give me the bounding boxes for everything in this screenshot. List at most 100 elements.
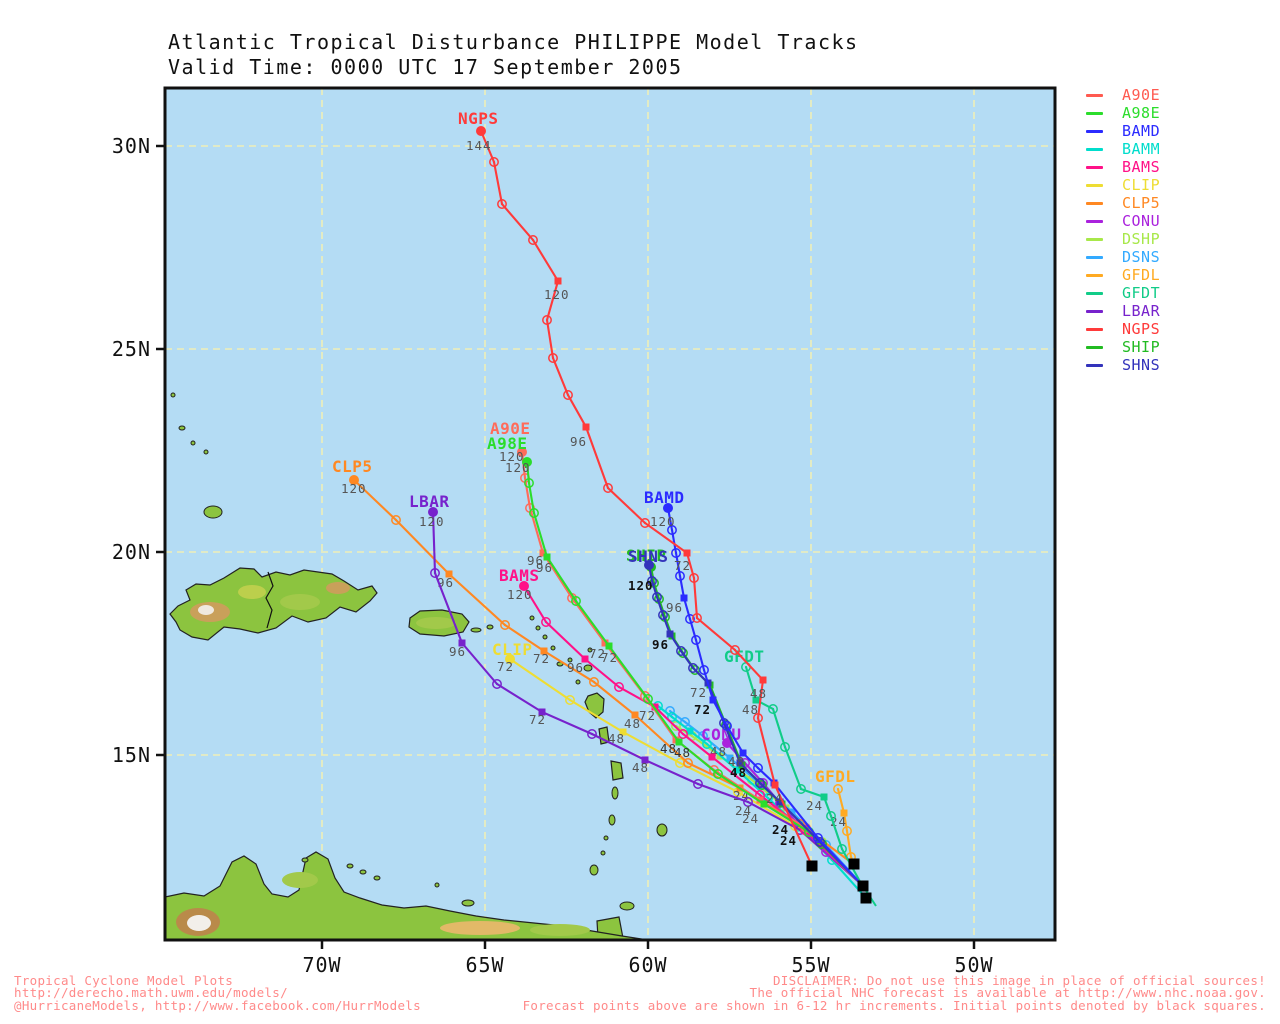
legend-item-a98e: A98E bbox=[1086, 104, 1276, 122]
small-island bbox=[542, 634, 548, 640]
legend-item-clp5: CLP5 bbox=[1086, 194, 1276, 212]
track-line bbox=[525, 461, 862, 885]
small-island bbox=[600, 850, 606, 856]
forecast-point-center bbox=[679, 649, 683, 653]
forecast-point-square bbox=[666, 630, 674, 638]
forecast-point-circle bbox=[676, 646, 686, 656]
forecast-point-circle bbox=[430, 568, 440, 578]
small-island bbox=[589, 864, 599, 876]
forecast-point-square bbox=[683, 549, 691, 557]
legend-dash-icon bbox=[1086, 327, 1103, 331]
initial-point-square bbox=[857, 880, 869, 892]
legend-label: SHNS bbox=[1122, 356, 1161, 374]
forecast-point-square bbox=[543, 553, 551, 561]
forecast-point-center bbox=[670, 715, 674, 719]
hour-label: 72 bbox=[529, 712, 546, 727]
small-island bbox=[608, 814, 616, 826]
forecast-point-center bbox=[678, 574, 682, 578]
forecast-point-center bbox=[551, 356, 555, 360]
hour-label: 48 bbox=[728, 754, 745, 769]
legend-item-a90e: A90E bbox=[1086, 86, 1276, 104]
hour-label: 96 bbox=[570, 434, 587, 449]
small-island bbox=[587, 647, 593, 653]
map-layers: 4872CLIP24487296120CLP5487296120LBAR48CO… bbox=[165, 88, 1055, 940]
forecast-point-center bbox=[590, 732, 594, 736]
forecast-point-square bbox=[776, 798, 784, 806]
small-island bbox=[656, 823, 668, 837]
hour-label: 72 bbox=[497, 659, 514, 674]
initial-point-square bbox=[806, 860, 818, 872]
hour-label: 120 bbox=[544, 287, 570, 302]
hour-label: 96 bbox=[527, 553, 544, 568]
hour-label: 96 bbox=[567, 660, 584, 675]
hour-label: 72 bbox=[601, 650, 618, 665]
plot-border bbox=[163, 86, 1057, 942]
hour-label: 96 bbox=[536, 560, 553, 575]
terrain-patch bbox=[238, 585, 266, 599]
small-island bbox=[575, 679, 581, 685]
x-axis-label: 50W bbox=[954, 953, 993, 977]
forecast-point-circle bbox=[671, 721, 681, 731]
forecast-point-circle bbox=[683, 758, 693, 768]
small-island bbox=[373, 875, 381, 881]
forecast-point-circle bbox=[565, 695, 575, 705]
forecast-point-circle bbox=[753, 763, 763, 773]
track-end-dot bbox=[349, 475, 359, 485]
forecast-point-circle bbox=[489, 157, 499, 167]
legend-dash-icon bbox=[1086, 93, 1103, 97]
forecast-point-circle bbox=[713, 769, 723, 779]
forecast-point-center bbox=[756, 766, 760, 770]
forecast-point-square bbox=[619, 728, 627, 736]
forecast-point-circle bbox=[640, 518, 650, 528]
forecast-point-circle bbox=[614, 682, 624, 692]
forecast-point-circle bbox=[571, 596, 581, 606]
legend-dash-icon bbox=[1086, 147, 1103, 151]
forecast-point-center bbox=[688, 617, 692, 621]
forecast-point-circle bbox=[658, 610, 668, 620]
forecast-point-center bbox=[690, 734, 694, 738]
small-island bbox=[346, 863, 354, 869]
forecast-point-circle bbox=[689, 573, 699, 583]
forecast-point-circle bbox=[643, 694, 653, 704]
forecast-point-center bbox=[674, 551, 678, 555]
forecast-point-circle bbox=[743, 797, 753, 807]
track-end-dot bbox=[519, 581, 529, 591]
forecast-point-square bbox=[840, 809, 848, 817]
y-axis-label: 25N bbox=[112, 337, 151, 361]
hour-label: 48 bbox=[750, 686, 767, 701]
forecast-point-center bbox=[643, 521, 647, 525]
forecast-point-circle bbox=[757, 780, 767, 790]
forecast-point-circle bbox=[837, 844, 847, 854]
x-axis-label: 65W bbox=[465, 953, 504, 977]
footer-nhc: The official NHC forecast is available a… bbox=[749, 985, 1266, 1001]
x-axis-label: 60W bbox=[628, 953, 667, 977]
forecast-point-circle bbox=[667, 712, 677, 722]
forecast-point-center bbox=[670, 528, 674, 532]
hour-label: 48 bbox=[742, 702, 759, 717]
forecast-point-center bbox=[681, 732, 685, 736]
forecast-point-circle bbox=[675, 571, 685, 581]
small-island bbox=[178, 425, 186, 431]
legend-item-ship: SHIP bbox=[1086, 338, 1276, 356]
hour-label: 48 bbox=[674, 745, 691, 760]
track-end-dot bbox=[522, 457, 532, 467]
forecast-point-square bbox=[540, 647, 548, 655]
forecast-point-center bbox=[758, 793, 762, 797]
forecast-point-circle bbox=[640, 691, 650, 701]
hour-label: 72 bbox=[674, 558, 691, 573]
initial-point-square bbox=[860, 892, 872, 904]
forecast-point-square bbox=[726, 754, 734, 762]
footer-credit: Tropical Cyclone Model Plots bbox=[14, 973, 234, 988]
small-island bbox=[203, 449, 209, 455]
forecast-point-square bbox=[788, 808, 796, 816]
forecast-point-square bbox=[554, 277, 562, 285]
hour-label: 48 bbox=[624, 716, 641, 731]
forecast-point-center bbox=[528, 506, 532, 510]
legend-label: DSHP bbox=[1122, 230, 1161, 248]
forecast-point-center bbox=[695, 616, 699, 620]
forecast-point-circle bbox=[753, 713, 763, 723]
small-island bbox=[203, 505, 223, 519]
forecast-point-circle bbox=[529, 508, 539, 518]
hour-label: 120 bbox=[507, 587, 533, 602]
